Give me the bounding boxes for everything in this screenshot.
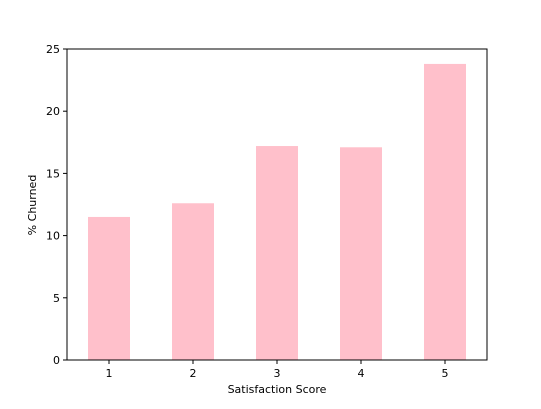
axes-layer: 0 5 10 15 20 25 1 2 3 4 5 <box>46 43 488 380</box>
y-tick-label-10: 10 <box>46 230 60 243</box>
y-tick-label-15: 15 <box>46 167 60 180</box>
bar-1 <box>88 216 130 360</box>
x-tick-label-2: 2 <box>190 367 197 380</box>
bar-5 <box>424 63 466 360</box>
x-tick-label-5: 5 <box>442 367 449 380</box>
x-axis-label: Satisfaction Score <box>228 383 327 396</box>
y-axis-label: % Churned <box>26 175 39 236</box>
bar-4 <box>340 147 382 360</box>
y-tick-label-5: 5 <box>53 292 60 305</box>
y-tick-label-20: 20 <box>46 105 60 118</box>
bar-2 <box>172 203 214 360</box>
y-tick-label-0: 0 <box>53 354 60 367</box>
x-tick-label-1: 1 <box>106 367 113 380</box>
bars-layer <box>88 63 466 360</box>
x-tick-label-4: 4 <box>358 367 365 380</box>
x-tick-label-3: 3 <box>274 367 281 380</box>
y-tick-label-25: 25 <box>46 43 60 56</box>
bar-3 <box>256 146 298 360</box>
